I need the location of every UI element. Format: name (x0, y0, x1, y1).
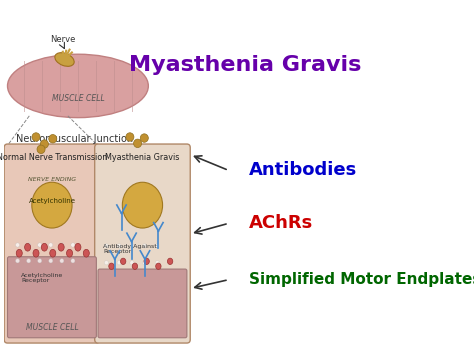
Circle shape (104, 261, 109, 265)
Circle shape (49, 243, 53, 247)
Circle shape (32, 133, 40, 141)
Ellipse shape (55, 53, 74, 66)
Circle shape (71, 259, 75, 263)
Ellipse shape (132, 263, 137, 269)
Ellipse shape (155, 263, 161, 269)
Ellipse shape (120, 258, 126, 264)
Circle shape (130, 261, 134, 265)
Ellipse shape (122, 182, 163, 228)
Ellipse shape (167, 258, 173, 264)
Circle shape (130, 244, 134, 248)
Text: Antibody Against
Receptor: Antibody Against Receptor (103, 244, 157, 254)
Circle shape (60, 243, 64, 247)
Text: Simplified Motor Endplates: Simplified Motor Endplates (249, 272, 474, 287)
Circle shape (38, 243, 42, 247)
Circle shape (27, 243, 31, 247)
Ellipse shape (66, 249, 73, 257)
Ellipse shape (32, 182, 72, 228)
Text: Myasthenia Gravis: Myasthenia Gravis (105, 153, 180, 162)
Circle shape (155, 244, 159, 248)
Circle shape (134, 139, 142, 148)
Circle shape (49, 259, 53, 263)
Circle shape (37, 145, 45, 154)
FancyBboxPatch shape (95, 144, 190, 343)
Circle shape (155, 261, 159, 265)
Circle shape (38, 259, 42, 263)
Text: Acetylcholine: Acetylcholine (28, 198, 75, 204)
Text: Myasthenia Gravis: Myasthenia Gravis (129, 55, 362, 75)
Text: MUSCLE CELL: MUSCLE CELL (52, 94, 104, 103)
Circle shape (140, 134, 148, 142)
Text: Antibodies: Antibodies (249, 162, 357, 180)
Circle shape (27, 259, 31, 263)
Circle shape (16, 243, 19, 247)
Text: AChRs: AChRs (249, 214, 313, 232)
Ellipse shape (83, 249, 89, 257)
Text: NERVE ENDING: NERVE ENDING (28, 177, 76, 182)
Ellipse shape (25, 244, 31, 251)
FancyBboxPatch shape (98, 269, 187, 338)
Ellipse shape (16, 249, 22, 257)
Circle shape (117, 261, 121, 265)
Circle shape (143, 244, 146, 248)
Ellipse shape (50, 249, 56, 257)
Text: Normal Nerve Transmission: Normal Nerve Transmission (0, 153, 107, 162)
Circle shape (40, 140, 48, 148)
Text: Acetylcholine
Receptor: Acetylcholine Receptor (21, 273, 63, 283)
Text: MUSCLE CELL: MUSCLE CELL (26, 323, 78, 332)
FancyBboxPatch shape (8, 257, 96, 338)
Circle shape (104, 244, 109, 248)
Ellipse shape (75, 244, 81, 251)
Circle shape (49, 135, 57, 143)
Circle shape (126, 133, 134, 141)
Ellipse shape (41, 244, 47, 251)
Circle shape (117, 244, 121, 248)
FancyBboxPatch shape (4, 144, 100, 343)
Circle shape (143, 261, 146, 265)
Text: Nerve: Nerve (50, 36, 75, 44)
Ellipse shape (144, 258, 149, 264)
Ellipse shape (109, 263, 114, 269)
Circle shape (16, 259, 19, 263)
Ellipse shape (33, 249, 39, 257)
Text: Neuromuscular Junction: Neuromuscular Junction (16, 134, 133, 144)
Ellipse shape (58, 244, 64, 251)
Ellipse shape (8, 54, 148, 118)
Circle shape (71, 243, 75, 247)
Circle shape (60, 259, 64, 263)
